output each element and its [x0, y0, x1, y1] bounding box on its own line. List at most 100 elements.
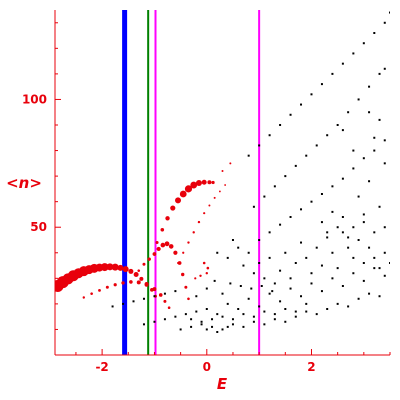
- series-2-point-33: [289, 216, 292, 218]
- series-2-point-116: [242, 325, 245, 328]
- series-2-point-152: [239, 285, 242, 287]
- series-2-point-95: [347, 236, 350, 239]
- series-2-point-109: [205, 308, 208, 310]
- series-2-point-122: [305, 310, 308, 313]
- x-tick-label-2: 2: [307, 360, 315, 374]
- series-1-point-41: [168, 244, 174, 249]
- series-2-point-37: [331, 185, 334, 188]
- series-1-point-23: [98, 288, 101, 292]
- series-2-point-107: [184, 313, 187, 316]
- series-2-point-114: [221, 328, 224, 331]
- series-2-point-45: [368, 111, 371, 114]
- series-2-point-27: [368, 85, 371, 88]
- series-2-point-62: [268, 256, 271, 259]
- series-2-point-111: [190, 325, 193, 328]
- series-2-point-1: [247, 154, 250, 157]
- series-2-point-74: [331, 251, 334, 254]
- series-2-point-31: [268, 231, 271, 234]
- series-1-point-67: [218, 190, 221, 193]
- series-1-point-63: [197, 220, 201, 224]
- series-1-point-58: [211, 180, 215, 185]
- x-tick-label-0: 0: [203, 360, 211, 374]
- series-2-point-143: [352, 272, 355, 275]
- series-2-point-158: [231, 318, 234, 321]
- series-2-point-2: [258, 144, 261, 147]
- series-2-point-146: [383, 274, 386, 277]
- series-2-point-99: [142, 297, 145, 300]
- series-2-point-69: [305, 256, 308, 259]
- vertical-lines: [122, 10, 261, 355]
- series-2-point-24: [336, 124, 339, 126]
- series-2-point-65: [284, 251, 287, 254]
- series-2-point-39: [352, 167, 355, 170]
- series-1-point-16: [133, 272, 139, 277]
- series-2-point-28: [378, 72, 381, 75]
- series-2-point-77: [347, 246, 350, 249]
- series-1-point-56: [201, 179, 207, 185]
- series-1-point-31: [158, 293, 163, 297]
- series-1-point-34: [137, 269, 141, 272]
- series-1-point-32: [163, 299, 167, 303]
- x-axis-title: E: [217, 375, 228, 393]
- series-2-point-125: [336, 302, 339, 305]
- series-1-point-50: [170, 205, 176, 211]
- series-2-point-154: [260, 285, 263, 287]
- series-2-point-23: [326, 134, 329, 137]
- series-2-point-78: [352, 256, 355, 259]
- series-1-point-45: [184, 285, 188, 289]
- series-2-point-70: [310, 272, 313, 275]
- series-2-point-165: [305, 302, 308, 305]
- series-2-point-18: [273, 185, 276, 188]
- series-2-point-66: [289, 277, 292, 280]
- series-2-point-121: [294, 315, 297, 318]
- series-2-point-166: [200, 320, 203, 323]
- series-2-point-101: [163, 292, 166, 295]
- x-tick-label--2: -2: [95, 360, 108, 374]
- series-2-point-136: [279, 300, 282, 303]
- series-2-point-80: [362, 262, 365, 264]
- series-2-point-46: [373, 136, 376, 139]
- series-2-point-19: [284, 175, 287, 178]
- series-2-point-47: [378, 118, 381, 121]
- series-2-point-132: [237, 308, 240, 310]
- series-2-point-124: [326, 308, 329, 310]
- series-1-point-54: [190, 181, 198, 189]
- series-2-point-34: [300, 208, 303, 211]
- series-1-point-40: [164, 241, 170, 247]
- axes: 50 100 -2 0 2: [22, 10, 391, 374]
- series-2-point-91: [373, 231, 376, 234]
- series-2-point-14: [383, 21, 386, 24]
- series-2-point-58: [247, 251, 250, 254]
- series-2-point-127: [357, 297, 360, 300]
- series-2-point-59: [252, 272, 255, 275]
- series-2-point-32: [279, 223, 282, 226]
- series-2-point-102: [174, 290, 177, 293]
- series-2-point-147: [195, 295, 198, 298]
- series-2-point-150: [221, 292, 224, 295]
- series-2-point-87: [331, 210, 334, 213]
- series-2-point-155: [271, 290, 274, 293]
- series-2-point-85: [389, 262, 390, 264]
- series-2-point-50: [368, 180, 371, 183]
- series-1-point-10: [100, 263, 109, 272]
- series-2-point-38: [341, 177, 344, 180]
- series-2-point-9: [331, 72, 334, 75]
- series-2-point-94: [336, 226, 339, 229]
- series-1-point-69: [202, 261, 206, 265]
- series-1-point-38: [156, 246, 161, 252]
- series-2-point-61: [263, 277, 266, 280]
- series-1-point-47: [155, 241, 159, 245]
- series-2-point-3: [268, 134, 271, 137]
- series-2-point-144: [362, 279, 365, 282]
- series-1-point-72: [199, 274, 202, 277]
- series-2-point-26: [357, 98, 360, 101]
- series-2-point-159: [242, 313, 245, 316]
- series-2-point-54: [226, 256, 229, 259]
- series-2-point-79: [357, 239, 360, 241]
- series-2-point-52: [362, 213, 365, 216]
- series-1-point-15: [128, 268, 134, 274]
- series-1-point-36: [147, 257, 151, 261]
- series-2-point-123: [315, 313, 318, 316]
- series-2-point-22: [315, 144, 318, 147]
- series-1-point-65: [208, 204, 211, 207]
